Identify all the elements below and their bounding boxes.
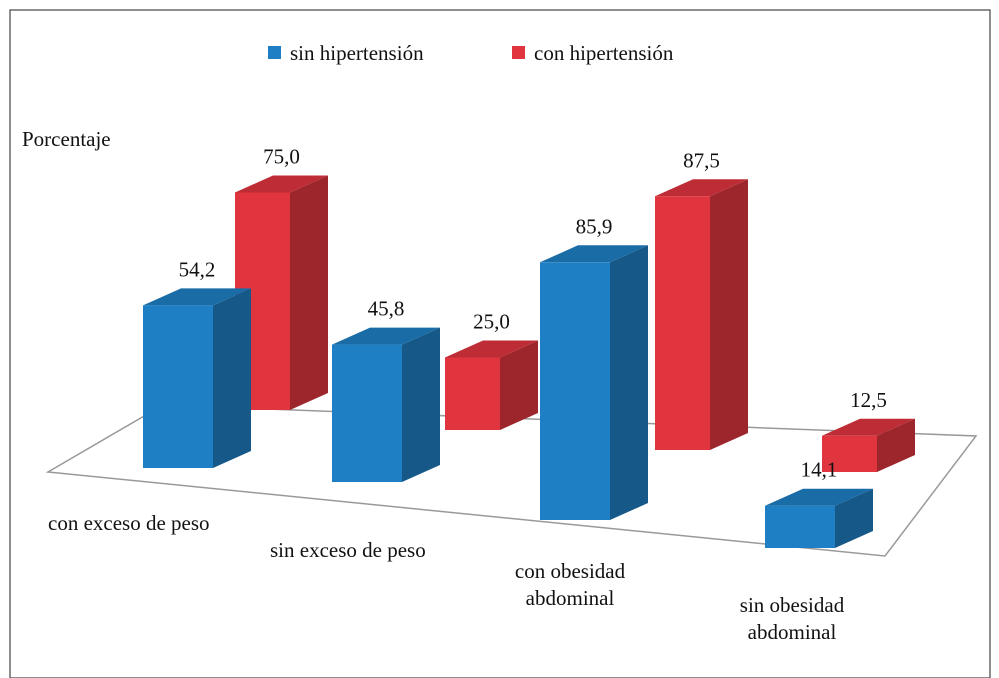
bar (332, 327, 440, 482)
bar-side (610, 245, 648, 521)
frame (9, 9, 991, 678)
bar-front (540, 262, 610, 520)
y-axis-label: Porcentaje (22, 127, 111, 151)
bar-side (290, 175, 328, 410)
bar (143, 288, 251, 468)
legend-label: con hipertensión (534, 41, 674, 65)
bar-front (822, 435, 877, 472)
category-label: sin exceso de peso (270, 538, 426, 562)
bar (655, 179, 748, 450)
category-label: sin obesidad abdominal (739, 593, 845, 644)
bar-top (332, 327, 440, 345)
bar-side (835, 488, 873, 548)
bar-front (445, 357, 500, 430)
value-label: 25,0 (473, 310, 510, 334)
bar-side (710, 179, 748, 450)
bar-side (402, 327, 440, 482)
value-label: 12,5 (850, 388, 887, 412)
bar-side (213, 288, 251, 468)
legend-swatch (512, 46, 525, 59)
value-label: 85,9 (576, 214, 613, 238)
bar-top (143, 288, 251, 306)
bar-front (655, 196, 710, 450)
floor (45, 404, 978, 557)
value-label: 87,5 (683, 148, 720, 172)
bar (822, 418, 915, 472)
bar-top (445, 340, 538, 358)
bar-front (143, 305, 213, 468)
value-label: 54,2 (179, 257, 216, 281)
bar-top (655, 179, 748, 197)
bar-front (332, 344, 402, 482)
value-label: 75,0 (263, 145, 300, 169)
bar-front (765, 505, 835, 548)
bar-top (822, 418, 915, 436)
bar-top (540, 245, 648, 263)
category-label: con obesidad abdominal (514, 559, 626, 610)
bar-top (765, 488, 873, 506)
legend-label: sin hipertensión (290, 41, 424, 65)
bar-side (500, 340, 538, 430)
legend-swatch (268, 46, 281, 59)
bar-side (877, 418, 915, 472)
bar (445, 340, 538, 430)
category-label: con exceso de peso (48, 511, 210, 535)
value-label: 14,1 (801, 458, 838, 482)
bar (765, 488, 873, 548)
value-label: 45,8 (368, 297, 405, 321)
bar (540, 245, 648, 521)
bar-top (235, 175, 328, 193)
